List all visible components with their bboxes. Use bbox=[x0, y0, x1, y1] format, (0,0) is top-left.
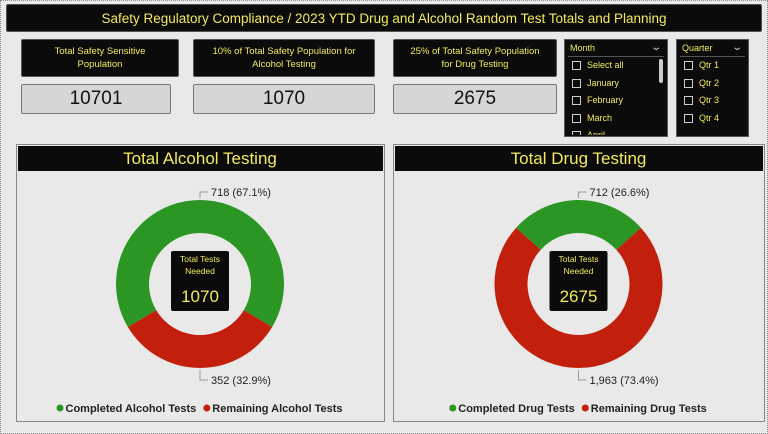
center-label-wrap: Total Tests Needed bbox=[179, 254, 220, 276]
donut-segment bbox=[127, 310, 273, 368]
chart-title: Total Alcohol Testing bbox=[123, 149, 277, 168]
data-label: 352 (32.9%) bbox=[211, 375, 271, 387]
slicer-item[interactable]: April bbox=[587, 130, 606, 135]
slicer-checkbox[interactable] bbox=[572, 61, 581, 70]
slicer-checkbox[interactable] bbox=[572, 131, 581, 135]
slicer-chevron: ⌄ bbox=[731, 42, 744, 53]
leader-line bbox=[578, 370, 587, 381]
slicer bbox=[676, 39, 749, 137]
card-value: 2675 bbox=[393, 84, 557, 114]
leader-line bbox=[199, 370, 208, 381]
chart-title-bar bbox=[395, 146, 763, 171]
center-box bbox=[171, 251, 229, 311]
slicer-divider bbox=[680, 56, 745, 57]
center-label-wrap: Total Tests Needed bbox=[558, 254, 599, 276]
legend-label: Completed Alcohol Tests bbox=[66, 403, 197, 415]
slicer-checkbox[interactable] bbox=[684, 96, 693, 105]
slicer-title: Quarter bbox=[682, 43, 713, 53]
slicer-checkbox[interactable] bbox=[572, 96, 581, 105]
center-box bbox=[549, 251, 608, 311]
legend-label: Remaining Drug Tests bbox=[591, 403, 707, 415]
slicer-item[interactable]: Qtr 3 bbox=[699, 95, 720, 105]
center-value: 2675 bbox=[560, 287, 598, 306]
chart-title-bar bbox=[18, 146, 383, 171]
slicer-checkbox[interactable] bbox=[572, 78, 581, 88]
slicer-item[interactable]: February bbox=[587, 95, 624, 105]
legend-dot bbox=[581, 404, 589, 412]
leader-line bbox=[199, 191, 208, 198]
slicer-checkbox[interactable] bbox=[684, 78, 693, 88]
data-label: 1,963 (73.4%) bbox=[590, 375, 659, 387]
legend-label: Remaining Alcohol Tests bbox=[212, 403, 342, 415]
card-value: 1070 bbox=[193, 84, 375, 114]
slicer-divider bbox=[568, 56, 664, 57]
legend-dot bbox=[56, 404, 64, 412]
header-title: Safety Regulatory Compliance / 2023 YTD … bbox=[6, 4, 762, 32]
slicer-list: Select all January February March April bbox=[564, 58, 668, 135]
slicer-checkbox[interactable] bbox=[684, 61, 693, 70]
slicer-item[interactable]: Qtr 1 bbox=[699, 60, 720, 70]
slicer-item[interactable]: March bbox=[587, 112, 613, 123]
slicer-list: Qtr 1 Qtr 2 Qtr 3 Qtr 4 bbox=[676, 58, 749, 135]
center-value: 1070 bbox=[181, 287, 219, 306]
data-label: 718 (67.1%) bbox=[211, 187, 271, 199]
slicer-item[interactable]: January bbox=[587, 77, 620, 88]
donut-segment bbox=[516, 200, 641, 250]
slicer-checkbox[interactable] bbox=[572, 113, 581, 123]
card-value: 10701 bbox=[21, 84, 171, 114]
data-label: 712 (26.6%) bbox=[590, 187, 650, 199]
slicer-item[interactable]: Qtr 4 bbox=[699, 112, 720, 123]
slicer-item[interactable]: Qtr 2 bbox=[699, 77, 720, 88]
legend-dot bbox=[449, 404, 457, 412]
card-label: Total Safety Sensitive Population bbox=[21, 39, 179, 77]
donut-segment bbox=[116, 200, 285, 327]
chart-title: Total Drug Testing bbox=[511, 149, 647, 168]
center-label: Total Tests Needed bbox=[558, 254, 599, 276]
leader-line bbox=[578, 191, 587, 198]
legend-label: Completed Drug Tests bbox=[458, 403, 575, 415]
legend-dot bbox=[203, 404, 211, 412]
slicer-scrollbar bbox=[659, 59, 663, 83]
center-label: Total Tests Needed bbox=[179, 254, 220, 276]
slicer bbox=[564, 39, 668, 137]
card-label: 10% of Total Safety Population for Alcoh… bbox=[193, 39, 375, 77]
donut-segment bbox=[494, 227, 663, 368]
slicer-checkbox[interactable] bbox=[684, 113, 693, 123]
slicer-title: Month bbox=[570, 43, 596, 53]
card-label: 25% of Total Safety Population for Drug … bbox=[393, 39, 557, 77]
slicer-item[interactable]: Select all bbox=[587, 60, 624, 70]
slicer-chevron: ⌄ bbox=[650, 42, 663, 53]
